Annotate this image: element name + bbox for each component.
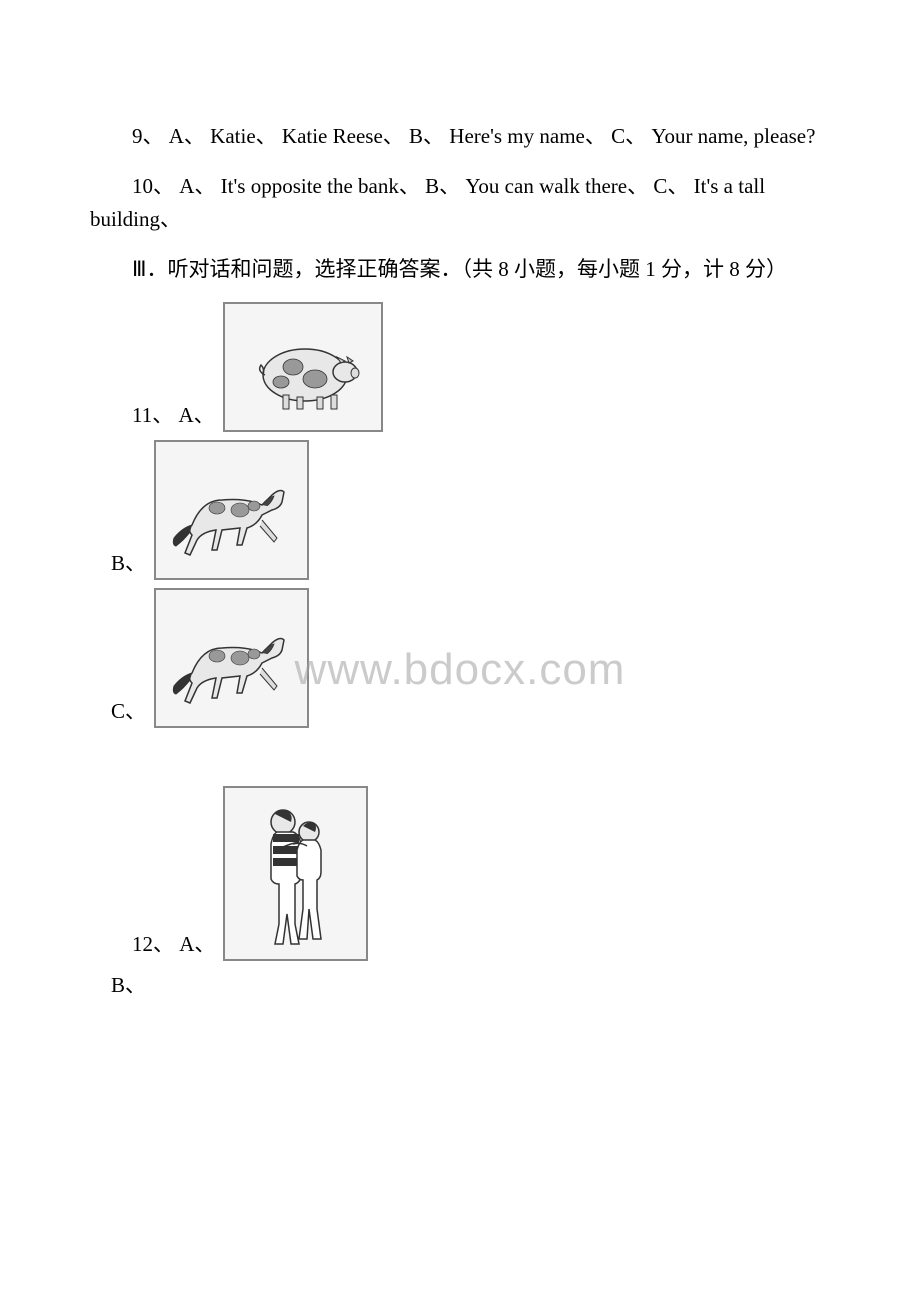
q10-optA-text: It's opposite the bank、 xyxy=(221,174,420,198)
question-11-option-c: C、 xyxy=(111,588,830,728)
question-9: 9、 A、 Katie、 Katie Reese、 B、 Here's my n… xyxy=(90,120,830,154)
section-3-heading: Ⅲ．听对话和问题，选择正确答案．（共 8 小题，每小题 1 分，计 8 分） xyxy=(90,253,830,287)
q12-number-and-a-label: 12、 A、 xyxy=(132,928,215,962)
question-12-option-a: 12、 A、 xyxy=(132,786,830,961)
q10-optB-text: You can walk there、 xyxy=(465,174,648,198)
q9-optA-text: Katie、 Katie Reese、 xyxy=(210,124,404,148)
question-12-option-b: B、 xyxy=(111,969,830,1003)
question-10: 10、 A、 It's opposite the bank、 B、 You ca… xyxy=(90,170,830,237)
q9-optC-label: C、 xyxy=(611,124,646,148)
q10-number: 10、 xyxy=(132,174,174,198)
q10-optC-label: C、 xyxy=(653,174,688,198)
q9-optC-text: Your name, please? xyxy=(651,124,815,148)
question-11-option-a: 11、 A、 xyxy=(132,302,830,432)
people-hugging-icon xyxy=(223,786,368,961)
q12-number: 12、 xyxy=(132,932,174,956)
q9-optB-text: Here's my name、 xyxy=(449,124,606,148)
horse-illustration-icon xyxy=(154,440,309,580)
q9-optA-label: A、 xyxy=(169,124,205,148)
q10-optA-label: A、 xyxy=(179,174,215,198)
question-11-option-b: B、 xyxy=(111,440,830,580)
q11-optA-label: A、 xyxy=(178,403,214,427)
q12-optB-label: B、 xyxy=(111,973,146,997)
pig-illustration-icon xyxy=(223,302,383,432)
q9-optB-label: B、 xyxy=(409,124,444,148)
q11-optB-label: B、 xyxy=(111,547,146,581)
q11-optC-label: C、 xyxy=(111,695,146,729)
spacer xyxy=(90,736,830,786)
q10-optB-label: B、 xyxy=(425,174,460,198)
q9-number: 9、 xyxy=(132,124,164,148)
q11-number: 11、 xyxy=(132,403,173,427)
q11-number-and-a-label: 11、 A、 xyxy=(132,399,215,433)
q12-optA-label: A、 xyxy=(179,932,215,956)
horse-illustration-icon xyxy=(154,588,309,728)
